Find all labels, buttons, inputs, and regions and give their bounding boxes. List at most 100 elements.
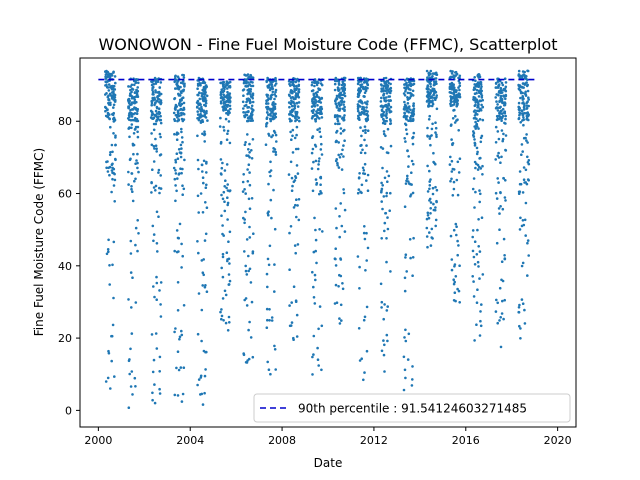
data-point [152,128,156,132]
data-point [105,92,108,95]
data-point [134,81,138,84]
data-point [222,108,225,111]
data-point [405,132,409,136]
data-point [502,317,505,321]
data-point [517,101,521,105]
data-point [333,115,337,119]
data-point [274,102,277,106]
data-point [313,95,317,99]
data-point [156,250,159,253]
data-point [248,183,252,187]
data-point [199,192,203,195]
data-point [127,183,130,186]
data-point [314,120,318,123]
data-point [342,155,345,158]
data-point [200,339,203,343]
data-point [381,106,385,109]
data-point [199,376,203,379]
data-point [110,97,114,100]
data-point [361,166,365,170]
data-point [526,69,530,73]
data-point [251,100,255,104]
data-point [523,308,526,312]
data-point [432,151,435,155]
data-point [251,119,254,122]
data-point [317,163,320,166]
data-point [428,231,431,234]
data-point [248,151,251,154]
data-point [158,289,161,292]
data-point [405,270,409,273]
data-point [158,132,162,136]
data-point [474,111,478,115]
data-point [150,83,154,87]
data-point [471,275,475,278]
data-point [429,244,433,247]
data-point [494,86,498,89]
data-point [435,135,438,139]
data-point [150,103,153,107]
data-point [269,119,273,123]
data-point [197,292,201,295]
data-point [338,235,342,239]
data-point [411,136,414,140]
data-point [106,170,110,173]
data-point [431,192,435,196]
data-point [176,394,180,397]
data-point [297,88,301,91]
data-point [127,106,130,110]
data-point [228,80,232,84]
data-point [526,274,529,277]
data-point [410,159,414,163]
data-point [520,143,524,146]
data-point [480,134,484,138]
data-point [159,99,163,102]
data-point [457,129,461,132]
data-point [338,156,342,159]
data-point [196,158,200,162]
data-point [404,328,407,332]
data-point [244,361,248,364]
data-point [499,316,503,319]
data-point [269,86,273,90]
data-point [293,179,297,182]
data-point [521,302,525,306]
y-tick-label: 40 [58,260,72,273]
data-point [479,310,482,313]
data-point [131,142,135,146]
data-point [181,392,185,396]
data-point [294,147,298,151]
data-point [179,167,182,170]
data-point [175,83,179,87]
data-point [517,116,521,120]
data-point [200,308,204,312]
data-point [202,159,206,163]
x-axis: 2000 2004 2008 2012 2016 2020 [84,427,572,447]
data-point [501,279,505,283]
data-point [248,142,251,146]
data-point [223,185,226,188]
data-point [105,83,108,87]
data-point [382,92,386,96]
data-point [381,166,384,170]
data-point [177,148,181,151]
data-point [134,301,138,304]
data-point [471,249,475,253]
data-point [385,194,388,198]
data-point [363,138,366,142]
data-point [403,336,406,339]
data-point [478,91,481,94]
x-tick-label: 2004 [176,434,204,447]
data-point [159,281,163,284]
data-point [154,332,158,335]
data-point [449,91,453,94]
data-point [342,103,345,106]
data-point [385,260,388,264]
data-point [502,101,505,105]
data-point [174,169,177,172]
data-point [315,110,318,113]
data-point [199,84,202,87]
data-point [385,116,389,119]
data-point [129,92,132,95]
x-tick-label: 2008 [268,434,296,447]
